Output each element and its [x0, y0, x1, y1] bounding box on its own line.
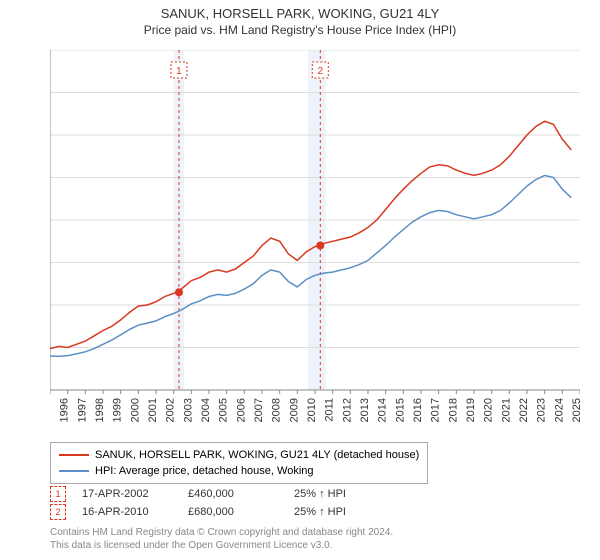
svg-text:2002: 2002	[165, 398, 177, 422]
svg-text:2024: 2024	[553, 398, 565, 422]
sale-vs-hpi: 25% ↑ HPI	[294, 506, 384, 518]
svg-text:2016: 2016	[412, 398, 424, 422]
svg-text:2007: 2007	[253, 398, 265, 422]
legend: SANUK, HORSELL PARK, WOKING, GU21 4LY (d…	[50, 442, 428, 484]
svg-text:1999: 1999	[112, 398, 124, 422]
svg-text:1: 1	[176, 66, 182, 77]
sale-row: 1 17-APR-2002 £460,000 25% ↑ HPI	[50, 486, 384, 502]
attribution-line: Contains HM Land Registry data © Crown c…	[50, 526, 393, 539]
svg-text:2023: 2023	[536, 398, 548, 422]
svg-text:2011: 2011	[324, 398, 336, 422]
legend-swatch	[59, 454, 89, 456]
svg-text:1997: 1997	[76, 398, 88, 422]
svg-text:2001: 2001	[147, 398, 159, 422]
legend-label: HPI: Average price, detached house, Woki…	[95, 463, 314, 479]
svg-text:2: 2	[318, 66, 324, 77]
sale-row: 2 16-APR-2010 £680,000 25% ↑ HPI	[50, 504, 384, 520]
svg-text:2000: 2000	[129, 398, 141, 422]
svg-text:2010: 2010	[306, 398, 318, 422]
line-chart: £0£200K£400K£600K£800K£1M£1.2M£1.4M£1.6M…	[50, 50, 580, 440]
svg-text:2006: 2006	[235, 398, 247, 422]
sale-marker: 1	[50, 486, 66, 502]
svg-text:2005: 2005	[218, 398, 230, 422]
svg-text:1998: 1998	[94, 398, 106, 422]
svg-text:2020: 2020	[483, 398, 495, 422]
sale-date: 17-APR-2002	[82, 488, 172, 500]
legend-swatch	[59, 470, 89, 472]
sale-price: £460,000	[188, 488, 278, 500]
legend-label: SANUK, HORSELL PARK, WOKING, GU21 4LY (d…	[95, 447, 419, 463]
sale-date: 16-APR-2010	[82, 506, 172, 518]
svg-text:2009: 2009	[288, 398, 300, 422]
svg-text:2017: 2017	[430, 398, 442, 422]
chart-subtitle: Price paid vs. HM Land Registry's House …	[0, 21, 600, 37]
sale-marker: 2	[50, 504, 66, 520]
svg-text:2019: 2019	[465, 398, 477, 422]
svg-text:2014: 2014	[377, 398, 389, 422]
svg-text:1996: 1996	[59, 398, 71, 422]
svg-text:1995: 1995	[50, 398, 53, 422]
svg-text:2025: 2025	[571, 398, 580, 422]
legend-item: SANUK, HORSELL PARK, WOKING, GU21 4LY (d…	[59, 447, 419, 463]
legend-item: HPI: Average price, detached house, Woki…	[59, 463, 419, 479]
sale-price: £680,000	[188, 506, 278, 518]
svg-text:2015: 2015	[394, 398, 406, 422]
svg-text:2004: 2004	[200, 398, 212, 422]
attribution-line: This data is licensed under the Open Gov…	[50, 539, 393, 552]
svg-text:2022: 2022	[518, 398, 530, 422]
svg-text:2021: 2021	[500, 398, 512, 422]
chart-title: SANUK, HORSELL PARK, WOKING, GU21 4LY	[0, 0, 600, 21]
svg-text:2018: 2018	[447, 398, 459, 422]
svg-text:2003: 2003	[182, 398, 194, 422]
svg-text:2012: 2012	[341, 398, 353, 422]
attribution: Contains HM Land Registry data © Crown c…	[50, 526, 393, 552]
svg-text:2013: 2013	[359, 398, 371, 422]
svg-text:2008: 2008	[271, 398, 283, 422]
sale-vs-hpi: 25% ↑ HPI	[294, 488, 384, 500]
sale-data-table: 1 17-APR-2002 £460,000 25% ↑ HPI 2 16-APR-201…	[50, 486, 384, 522]
